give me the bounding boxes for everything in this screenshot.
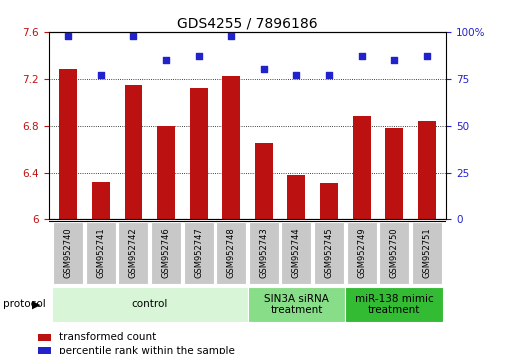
- Text: GSM952743: GSM952743: [259, 228, 268, 279]
- Text: GSM952744: GSM952744: [292, 228, 301, 279]
- Point: [260, 67, 268, 72]
- FancyBboxPatch shape: [347, 222, 377, 284]
- Point: [390, 57, 398, 63]
- FancyBboxPatch shape: [314, 222, 344, 284]
- FancyBboxPatch shape: [52, 287, 247, 322]
- Title: GDS4255 / 7896186: GDS4255 / 7896186: [177, 17, 318, 31]
- Text: GSM952742: GSM952742: [129, 228, 138, 279]
- FancyBboxPatch shape: [216, 222, 246, 284]
- Text: GSM952745: GSM952745: [325, 228, 333, 279]
- Text: GSM952747: GSM952747: [194, 228, 203, 279]
- Text: GSM952749: GSM952749: [357, 228, 366, 279]
- Point: [292, 72, 301, 78]
- FancyBboxPatch shape: [53, 222, 83, 284]
- Bar: [352, 116, 370, 219]
- Point: [129, 33, 137, 39]
- Text: GSM952748: GSM952748: [227, 228, 236, 279]
- FancyBboxPatch shape: [282, 222, 311, 284]
- Point: [162, 57, 170, 63]
- Bar: [418, 121, 436, 219]
- FancyBboxPatch shape: [379, 222, 409, 284]
- FancyBboxPatch shape: [119, 222, 148, 284]
- Text: percentile rank within the sample: percentile rank within the sample: [60, 346, 235, 354]
- Point: [227, 33, 235, 39]
- Point: [358, 53, 366, 59]
- Bar: [157, 126, 175, 219]
- Point: [97, 72, 105, 78]
- Text: control: control: [131, 299, 168, 309]
- Point: [423, 53, 431, 59]
- FancyBboxPatch shape: [247, 287, 345, 322]
- Bar: [287, 175, 305, 219]
- Bar: [190, 88, 208, 219]
- Bar: [385, 128, 403, 219]
- Bar: [92, 182, 110, 219]
- Point: [325, 72, 333, 78]
- Bar: [320, 183, 338, 219]
- FancyBboxPatch shape: [249, 222, 279, 284]
- Text: protocol: protocol: [3, 299, 45, 309]
- Text: miR-138 mimic
treatment: miR-138 mimic treatment: [355, 293, 433, 315]
- Bar: [38, 334, 51, 341]
- FancyBboxPatch shape: [184, 222, 213, 284]
- Text: transformed count: transformed count: [60, 332, 156, 342]
- Bar: [60, 69, 77, 219]
- Text: GSM952740: GSM952740: [64, 228, 73, 279]
- Bar: [125, 85, 143, 219]
- Point: [64, 33, 72, 39]
- Bar: [222, 76, 240, 219]
- Text: GSM952751: GSM952751: [422, 228, 431, 279]
- Text: GSM952741: GSM952741: [96, 228, 105, 279]
- Text: GSM952746: GSM952746: [162, 228, 170, 279]
- Point: [194, 53, 203, 59]
- FancyBboxPatch shape: [151, 222, 181, 284]
- FancyBboxPatch shape: [345, 287, 443, 322]
- Text: ▶: ▶: [32, 299, 40, 309]
- Text: GSM952750: GSM952750: [390, 228, 399, 279]
- Bar: [38, 347, 51, 354]
- Text: SIN3A siRNA
treatment: SIN3A siRNA treatment: [264, 293, 329, 315]
- Bar: [255, 143, 273, 219]
- FancyBboxPatch shape: [412, 222, 442, 284]
- FancyBboxPatch shape: [86, 222, 116, 284]
